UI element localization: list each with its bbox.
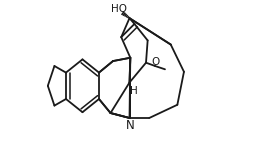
Text: H: H bbox=[130, 86, 138, 96]
Text: O: O bbox=[152, 57, 160, 67]
Text: HO: HO bbox=[111, 4, 127, 14]
Text: N: N bbox=[126, 119, 135, 132]
